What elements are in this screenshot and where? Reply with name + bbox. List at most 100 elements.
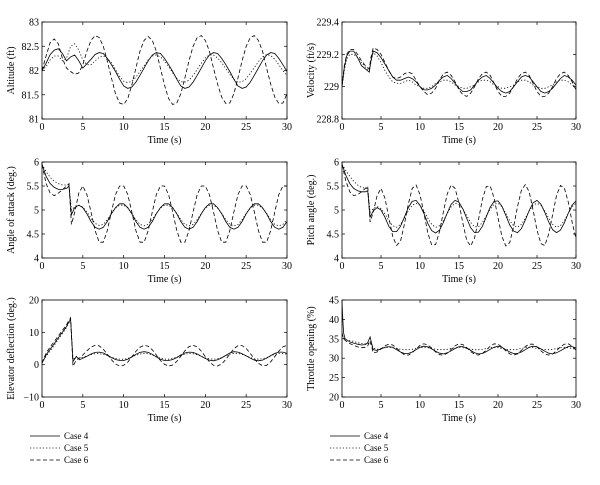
series-line-6 <box>342 332 576 356</box>
x-tick-label: 15 <box>160 261 170 272</box>
y-tick-label: 35 <box>329 334 339 345</box>
y-tick-label: 10 <box>29 328 39 339</box>
y-tick-label: 5.5 <box>327 182 340 193</box>
x-tick-label: 15 <box>454 261 464 272</box>
x-tick-label: 25 <box>532 122 542 133</box>
x-tick-label: 25 <box>532 400 542 411</box>
y-tick-label: 20 <box>329 393 339 404</box>
series-line-5 <box>342 51 576 89</box>
x-tick-label: 20 <box>493 261 503 272</box>
y-tick-label: 30 <box>329 354 339 365</box>
series-line-4 <box>42 48 287 89</box>
x-tick-label: 30 <box>571 122 581 133</box>
x-tick-label: 0 <box>340 400 345 411</box>
x-tick-label: 5 <box>80 122 85 133</box>
x-axis-label: Time (s) <box>442 135 476 146</box>
plot-frame <box>41 299 288 398</box>
x-tick-label: 25 <box>532 261 542 272</box>
x-tick-label: 10 <box>415 122 425 133</box>
series-line-5 <box>42 318 287 364</box>
chart-panel-3: 0 5 10 15 20 25 30 4 4.5 5 5.5 6 Time (s) Angle of at… <box>6 158 292 286</box>
plot-frame <box>341 21 577 120</box>
x-tick-label: 15 <box>454 122 464 133</box>
legend-label: Case 4 <box>64 431 89 441</box>
y-axis-label: Altitude (ft) <box>6 46 17 94</box>
series-line-5 <box>42 164 287 227</box>
x-tick-label: 15 <box>160 400 170 411</box>
y-tick-label: 229 <box>324 82 339 93</box>
y-tick-label: 0 <box>34 360 39 371</box>
y-axis-label: Throttle opening (%) <box>306 306 317 390</box>
x-tick-label: 20 <box>493 122 503 133</box>
x-tick-label: 5 <box>379 122 384 133</box>
plot-frame <box>41 161 288 259</box>
x-tick-label: 5 <box>80 400 85 411</box>
series-line-4 <box>342 50 576 94</box>
x-tick-label: 0 <box>340 122 345 133</box>
y-tick-label: 228.8 <box>317 115 340 126</box>
x-tick-label: 30 <box>282 122 292 133</box>
x-tick-label: 10 <box>119 400 129 411</box>
x-axis-label: Time (s) <box>148 135 182 146</box>
legend-label: Case 6 <box>64 455 89 465</box>
y-axis-label: Velocity (ft/s) <box>306 43 317 98</box>
x-tick-label: 20 <box>200 122 210 133</box>
x-tick-label: 25 <box>241 261 251 272</box>
series-line-4 <box>42 318 287 364</box>
y-tick-label: 229.2 <box>317 50 340 61</box>
x-tick-label: 20 <box>200 261 210 272</box>
x-tick-label: 25 <box>241 400 251 411</box>
x-tick-label: 30 <box>571 400 581 411</box>
legend-label: Case 5 <box>64 443 89 453</box>
x-tick-label: 0 <box>340 261 345 272</box>
x-axis-label: Time (s) <box>148 413 182 424</box>
x-tick-label: 25 <box>241 122 251 133</box>
chart-panel-1: 0 5 10 15 20 25 30 81 81.5 82 82.5 83 Time (s) Altitu… <box>6 18 292 147</box>
x-tick-label: 5 <box>379 400 384 411</box>
y-axis-label: Elevator deflection (deg.) <box>6 297 17 399</box>
series-line-5 <box>342 334 576 351</box>
x-tick-label: 20 <box>493 400 503 411</box>
series-line-6 <box>342 47 576 97</box>
series-line-6 <box>42 35 287 105</box>
y-tick-label: 45 <box>329 296 339 307</box>
x-axis-label: Time (s) <box>442 413 476 424</box>
x-tick-label: 15 <box>454 400 464 411</box>
series-line-6 <box>42 316 287 368</box>
y-tick-label: 40 <box>329 315 339 326</box>
legend-label: Case 6 <box>364 455 389 465</box>
y-tick-label: 4 <box>34 254 39 265</box>
y-tick-label: 5 <box>334 206 339 217</box>
y-tick-label: 229.4 <box>317 18 340 29</box>
y-tick-label: 6 <box>34 158 39 169</box>
y-tick-label: 6 <box>334 158 339 169</box>
series-line-5 <box>42 43 287 84</box>
x-tick-label: 30 <box>282 400 292 411</box>
x-tick-label: 0 <box>40 400 45 411</box>
legend-label: Case 5 <box>364 443 389 453</box>
series-line-5 <box>342 164 576 228</box>
y-tick-label: 20 <box>29 296 39 307</box>
x-axis-label: Time (s) <box>442 274 476 285</box>
x-tick-label: 20 <box>200 400 210 411</box>
series-line-4 <box>42 164 287 230</box>
y-tick-label: 81 <box>29 115 39 126</box>
y-tick-label: 4 <box>334 254 339 265</box>
x-tick-label: 10 <box>415 400 425 411</box>
legend-1: Case 4 Case 5 Case 6 <box>30 431 89 465</box>
series-line-6 <box>342 164 576 247</box>
y-tick-label: 25 <box>329 373 339 384</box>
x-tick-label: 5 <box>379 261 384 272</box>
y-tick-label: 81.5 <box>22 90 40 101</box>
plot-frame <box>41 21 288 120</box>
y-tick-label: 5.5 <box>27 182 40 193</box>
x-tick-label: 0 <box>40 122 45 133</box>
y-tick-label: 82 <box>29 66 39 77</box>
legend-label: Case 4 <box>364 431 389 441</box>
y-axis-label: Angle of attack (deg.) <box>6 166 17 254</box>
x-tick-label: 15 <box>160 122 170 133</box>
chart-panel-6: 0 5 10 15 20 25 30 20 25 30 35 40 45 Time (s) Throttle… <box>306 296 581 425</box>
x-tick-label: 30 <box>282 261 292 272</box>
x-tick-label: 10 <box>119 261 129 272</box>
